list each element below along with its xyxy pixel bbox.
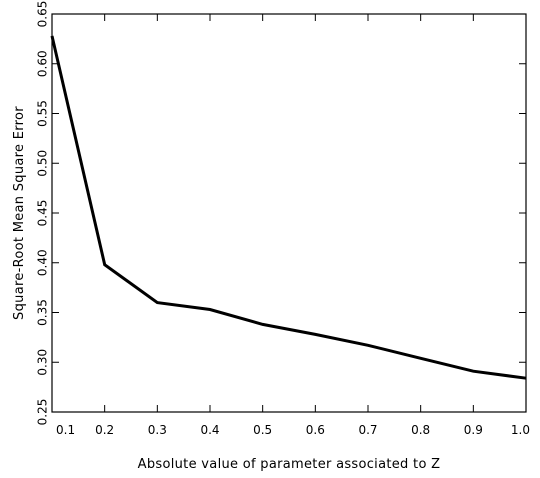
x-tick-label: 0.5	[253, 423, 272, 437]
y-tick-label: 0.30	[36, 349, 50, 376]
series-line-0	[50, 35, 527, 380]
y-tick-label: 0.50	[36, 150, 50, 177]
y-axis-label: Square-Root Mean Square Error	[12, 106, 27, 320]
x-axis-label: Absolute value of parameter associated t…	[138, 457, 441, 472]
x-tick-label: 0.8	[411, 423, 430, 437]
plot-frame	[51, 13, 527, 413]
y-axis-ticks: 0.25 0.30 0.35 0.40 0.45 0.50 0.55 0.60 0.65	[36, 1, 526, 426]
y-tick-label: 0.55	[36, 100, 50, 127]
y-tick-label: 0.45	[36, 200, 50, 227]
x-tick-label: 1.0	[511, 423, 530, 437]
y-tick-label: 0.60	[36, 50, 50, 77]
x-tick-label: 0.7	[358, 423, 377, 437]
x-tick-label: 0.6	[306, 423, 325, 437]
x-tick-label: 0.4	[200, 423, 219, 437]
x-tick-label: 0.2	[95, 423, 114, 437]
y-tick-label: 0.40	[36, 249, 50, 276]
y-tick-label: 0.35	[36, 299, 50, 326]
y-tick-label: 0.65	[36, 1, 50, 28]
y-tick-label: 0.25	[36, 399, 50, 426]
x-tick-label: 0.3	[148, 423, 167, 437]
x-axis-ticks: 0.1 0.2 0.3 0.4 0.5 0.6 0.7 0.8 0.9 1.0	[51, 14, 530, 437]
series-group	[50, 35, 527, 380]
x-tick-label: 0.9	[464, 423, 483, 437]
x-tick-label: 0.1	[56, 423, 75, 437]
